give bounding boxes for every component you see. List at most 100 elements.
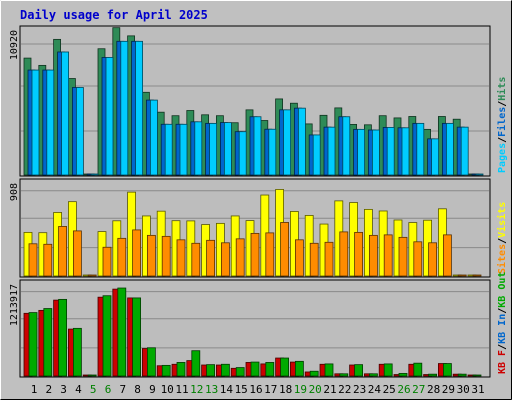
day-label-10: 10 — [161, 383, 174, 396]
bar-sites-day-27 — [413, 241, 423, 277]
panel-legend: Sites/Visits — [496, 202, 508, 274]
bar-pages-day-9 — [149, 99, 158, 176]
panel-2: 908 Sites/Visits — [9, 178, 508, 278]
panel-max-label: 10920 — [9, 30, 20, 60]
bar-pages-day-22 — [342, 116, 351, 176]
day-label-31: 31 — [471, 383, 484, 396]
bar-sites-day-18 — [280, 222, 290, 277]
bar-sites-day-21 — [324, 241, 334, 277]
day-label-24: 24 — [368, 383, 382, 396]
bar-pages-day-14 — [223, 122, 232, 176]
bar-kb-out-day-13 — [206, 364, 216, 377]
bar-sites-day-20 — [309, 242, 319, 277]
bar-kb-out-day-18 — [280, 357, 290, 377]
legend-separator: / — [497, 344, 508, 350]
day-label-5: 5 — [90, 383, 97, 396]
bar-pages-day-28 — [431, 138, 440, 176]
day-label-2: 2 — [45, 383, 52, 396]
bar-pages-day-3 — [61, 51, 69, 176]
bar-sites-day-9 — [146, 234, 156, 277]
bar-kb-out-day-29 — [442, 363, 452, 377]
day-label-13: 13 — [205, 383, 218, 396]
bar-kb-out-day-8 — [132, 297, 142, 377]
day-label-22: 22 — [338, 383, 351, 396]
day-label-15: 15 — [235, 383, 248, 396]
bar-sites-day-13 — [206, 239, 216, 277]
bar-pages-day-15 — [238, 131, 247, 176]
panel-max-label: 1213917 — [9, 284, 20, 326]
bar-sites-day-5 — [87, 274, 97, 277]
bar-sites-day-28 — [428, 242, 438, 277]
bar-sites-day-31 — [472, 274, 482, 277]
bar-sites-day-29 — [442, 234, 452, 277]
bar-pages-day-12 — [194, 121, 203, 176]
day-label-28: 28 — [427, 383, 440, 396]
bar-sites-day-24 — [368, 234, 378, 277]
bar-sites-day-16 — [250, 232, 260, 277]
bar-pages-day-29 — [445, 122, 454, 176]
bar-sites-day-22 — [339, 231, 349, 277]
bar-sites-day-3 — [58, 226, 67, 277]
legend-entry: KB In — [497, 314, 508, 344]
bar-pages-day-18 — [283, 109, 292, 176]
legend-separator: / — [497, 308, 508, 314]
day-label-19: 19 — [294, 383, 307, 396]
bar-sites-day-4 — [73, 230, 82, 277]
bar-kb-out-day-7 — [117, 287, 127, 377]
bar-sites-day-17 — [265, 232, 275, 277]
bar-sites-day-6 — [102, 246, 112, 277]
bar-sites-day-15 — [235, 238, 245, 277]
bar-sites-day-26 — [398, 236, 408, 277]
bar-kb-out-day-25 — [383, 363, 393, 377]
bar-pages-day-6 — [105, 57, 114, 176]
bar-kb-out-day-6 — [102, 295, 112, 377]
bar-kb-out-day-30 — [457, 373, 467, 377]
bar-kb-out-day-28 — [428, 373, 438, 377]
bar-sites-day-11 — [176, 239, 186, 277]
bar-pages-day-11 — [179, 123, 188, 176]
bar-kb-out-day-5 — [87, 374, 97, 377]
bar-kb-out-day-3 — [58, 298, 67, 377]
bar-pages-day-19 — [297, 107, 306, 176]
bar-pages-day-20 — [312, 134, 321, 176]
day-label-21: 21 — [323, 383, 336, 396]
day-label-14: 14 — [220, 383, 234, 396]
bar-sites-day-8 — [132, 229, 142, 277]
day-label-3: 3 — [60, 383, 67, 396]
day-label-23: 23 — [353, 383, 366, 396]
bar-pages-day-5 — [90, 173, 99, 176]
bar-sites-day-23 — [354, 231, 364, 277]
bar-kb-out-day-1 — [28, 312, 38, 377]
bar-sites-day-2 — [43, 243, 53, 277]
bar-kb-out-day-21 — [324, 363, 334, 377]
bar-kb-out-day-9 — [146, 347, 156, 377]
bar-pages-day-26 — [401, 127, 410, 176]
legend-separator: / — [497, 238, 508, 244]
day-label-27: 27 — [412, 383, 425, 396]
legend-separator: / — [497, 101, 508, 107]
day-label-8: 8 — [134, 383, 141, 396]
bar-kb-out-day-10 — [161, 364, 171, 377]
bar-pages-day-21 — [327, 126, 336, 176]
legend-entry: Visits — [496, 202, 508, 238]
bar-pages-day-24 — [371, 129, 380, 176]
bar-sites-day-19 — [294, 239, 304, 277]
bar-pages-day-4 — [76, 87, 84, 176]
bar-kb-out-day-14 — [220, 363, 230, 377]
day-label-6: 6 — [105, 383, 112, 396]
bar-kb-out-day-4 — [73, 327, 82, 377]
bar-sites-day-7 — [117, 237, 127, 277]
legend-separator: / — [497, 137, 508, 143]
panel-max-label: 908 — [9, 183, 20, 201]
day-label-7: 7 — [119, 383, 126, 396]
bar-kb-out-day-16 — [250, 361, 260, 377]
day-label-16: 16 — [249, 383, 262, 396]
legend-entry: Files — [496, 107, 508, 137]
chart-panels: 10920Pages/Files/Hits908Sites/Visits1213… — [9, 25, 508, 378]
day-label-1: 1 — [31, 383, 38, 396]
bar-sites-day-14 — [220, 242, 230, 277]
day-label-30: 30 — [457, 383, 470, 396]
legend-entry: Pages — [497, 143, 508, 173]
